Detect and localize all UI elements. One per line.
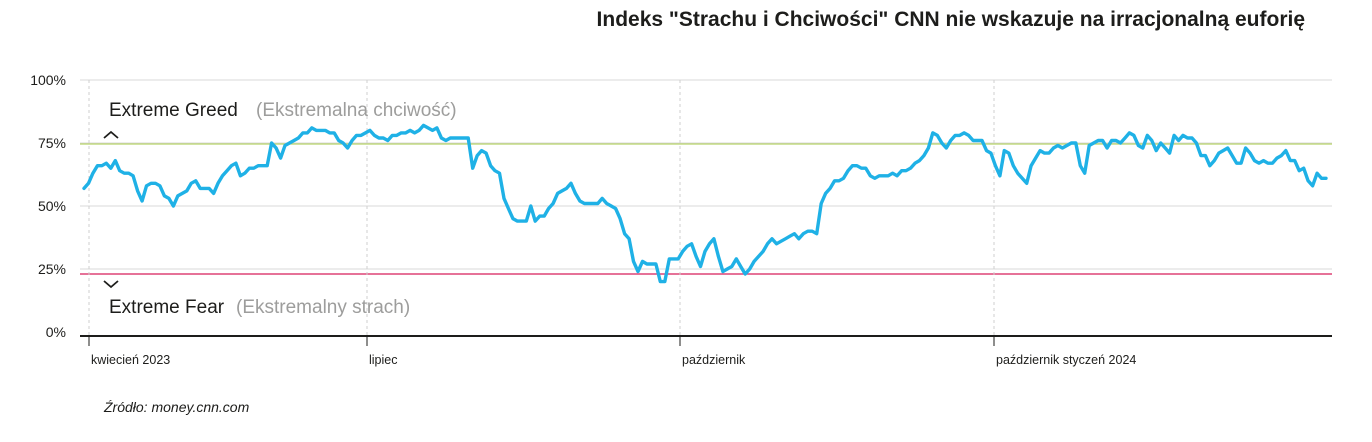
greed-zone-sublabel: (Ekstremalna chciwość) (256, 100, 457, 121)
chart-title: Indeks "Strachu i Chciwości" CNN nie wsk… (596, 8, 1305, 31)
fear-zone-label: Extreme Fear (109, 297, 225, 318)
y-tick-label: 0% (46, 324, 66, 340)
x-tick-label: lipiec (369, 353, 398, 367)
y-tick-label: 50% (38, 198, 66, 214)
chevron-up-icon (103, 130, 119, 139)
series-line-fear-greed-index (82, 123, 1328, 284)
fear-zone-sublabel: (Ekstremalny strach) (236, 297, 410, 318)
y-tick-label: 75% (38, 135, 66, 151)
x-axis-ticks: kwiecień 2023 lipiec październik październi… (88, 80, 1136, 367)
y-tick-label: 25% (38, 261, 66, 277)
x-tick-label: październik (682, 353, 746, 367)
source-note: Źródło: money.cnn.com (104, 399, 250, 415)
y-axis-ticks: 0% 25% 50% 75% 100% (30, 72, 66, 340)
chevron-down-icon (103, 280, 119, 289)
x-tick-label: październik styczeń 2024 (996, 353, 1136, 367)
y-tick-label: 100% (30, 72, 66, 88)
x-tick-label: kwiecień 2023 (91, 353, 170, 367)
greed-zone-label: Extreme Greed (109, 100, 238, 121)
